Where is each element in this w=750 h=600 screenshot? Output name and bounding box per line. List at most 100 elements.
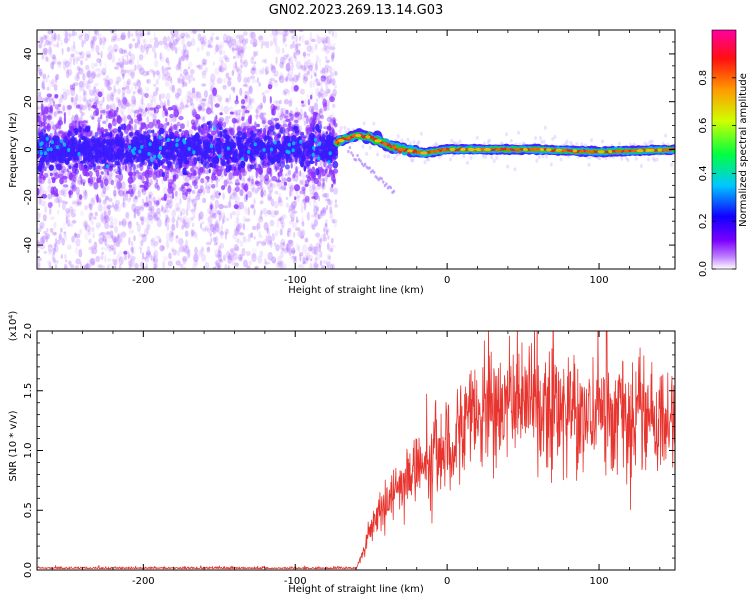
core-speckle	[162, 137, 167, 143]
noise-speckle	[292, 174, 295, 179]
noise-speckle	[252, 79, 257, 84]
noise-speckle	[323, 43, 326, 47]
noise-speckle	[265, 67, 268, 76]
noise-speckle	[153, 249, 159, 258]
noise-speckle	[243, 236, 247, 244]
noise-speckle	[249, 31, 255, 38]
noise-speckle	[224, 231, 227, 240]
noise-speckle	[290, 217, 295, 222]
noise-speckle	[204, 169, 210, 175]
noise-speckle	[275, 46, 281, 55]
noise-speckle	[201, 70, 207, 79]
noise-speckle	[300, 201, 304, 208]
noise-speckle	[218, 117, 225, 123]
noise-speckle	[217, 95, 223, 102]
noise-speckle	[217, 255, 222, 262]
noise-speckle	[57, 33, 61, 42]
core-speckle	[257, 163, 261, 169]
noise-speckle	[64, 30, 68, 39]
noise-speckle	[164, 73, 168, 82]
noise-speckle	[218, 165, 223, 169]
noise-speckle	[86, 80, 91, 84]
noise-speckle	[147, 212, 153, 217]
noise-speckle	[171, 217, 176, 224]
noise-speckle	[224, 57, 230, 63]
core-speckle	[222, 129, 228, 134]
noise-speckle	[327, 163, 333, 169]
noise-speckle	[214, 116, 218, 121]
noise-speckle	[319, 70, 323, 74]
noise-speckle	[285, 202, 289, 208]
noise-speckle	[163, 210, 166, 215]
noise-speckle	[232, 47, 238, 51]
noise-speckle	[167, 106, 173, 111]
noise-speckle	[197, 30, 203, 33]
noise-speckle	[174, 190, 178, 197]
noise-speckle	[60, 227, 63, 233]
noise-speckle	[60, 187, 66, 196]
noise-speckle	[51, 54, 55, 60]
noise-speckle	[274, 190, 279, 195]
noise-speckle	[43, 49, 48, 55]
noise-speckle	[202, 117, 205, 123]
noise-speckle	[273, 242, 277, 247]
noise-speckle	[312, 111, 319, 115]
noise-speckle	[227, 115, 230, 119]
noise-speckle	[286, 170, 291, 178]
noise-speckle	[50, 62, 54, 70]
noise-speckle	[58, 121, 62, 130]
noise-speckle	[318, 110, 323, 118]
noise-speckle	[271, 233, 275, 242]
noise-speckle	[136, 78, 141, 84]
noise-speckle	[180, 35, 184, 39]
noise-speckle	[77, 177, 82, 186]
noise-speckle	[51, 78, 55, 88]
noise-speckle	[63, 234, 66, 238]
noise-speckle	[54, 264, 58, 269]
noise-speckle	[172, 124, 178, 130]
noise-speckle	[120, 231, 127, 238]
noise-speckle	[271, 256, 277, 264]
noise-speckle	[162, 260, 166, 269]
noise-speckle	[289, 189, 294, 196]
noise-speckle	[142, 252, 145, 259]
noise-speckle	[276, 183, 280, 187]
core-speckle	[198, 125, 201, 133]
noise-speckle	[64, 233, 68, 242]
noise-speckle	[53, 61, 56, 65]
noise-speckle	[145, 252, 151, 258]
noise-speckle	[239, 254, 243, 262]
noise-speckle	[128, 59, 132, 64]
noise-speckle	[198, 105, 203, 111]
noise-speckle	[286, 246, 290, 254]
noise-speckle	[153, 213, 157, 219]
noise-speckle	[69, 84, 73, 90]
noise-speckle	[184, 230, 189, 238]
noise-speckle	[70, 96, 74, 103]
noise-speckle	[279, 167, 283, 174]
noise-speckle	[302, 74, 306, 80]
noise-speckle	[250, 31, 256, 40]
noise-speckle	[175, 128, 179, 138]
noise-speckle	[309, 80, 313, 89]
noise-speckle	[114, 199, 120, 206]
noise-speckle	[179, 198, 182, 205]
noise-speckle	[235, 111, 238, 118]
noise-speckle	[210, 36, 214, 41]
noise-speckle	[135, 32, 141, 39]
noise-speckle	[182, 218, 185, 225]
noise-speckle	[122, 104, 127, 110]
noise-speckle	[222, 254, 227, 261]
noise-speckle	[307, 175, 311, 183]
noise-speckle	[240, 99, 246, 105]
noise-speckle	[252, 247, 257, 255]
noise-speckle	[153, 214, 159, 222]
noise-speckle	[107, 52, 113, 61]
noise-speckle	[239, 49, 244, 59]
noise-speckle	[313, 261, 317, 269]
noise-speckle	[225, 97, 229, 103]
noise-speckle	[70, 185, 76, 189]
noise-speckle	[258, 34, 264, 43]
noise-speckle	[232, 210, 236, 216]
noise-speckle	[77, 95, 83, 103]
